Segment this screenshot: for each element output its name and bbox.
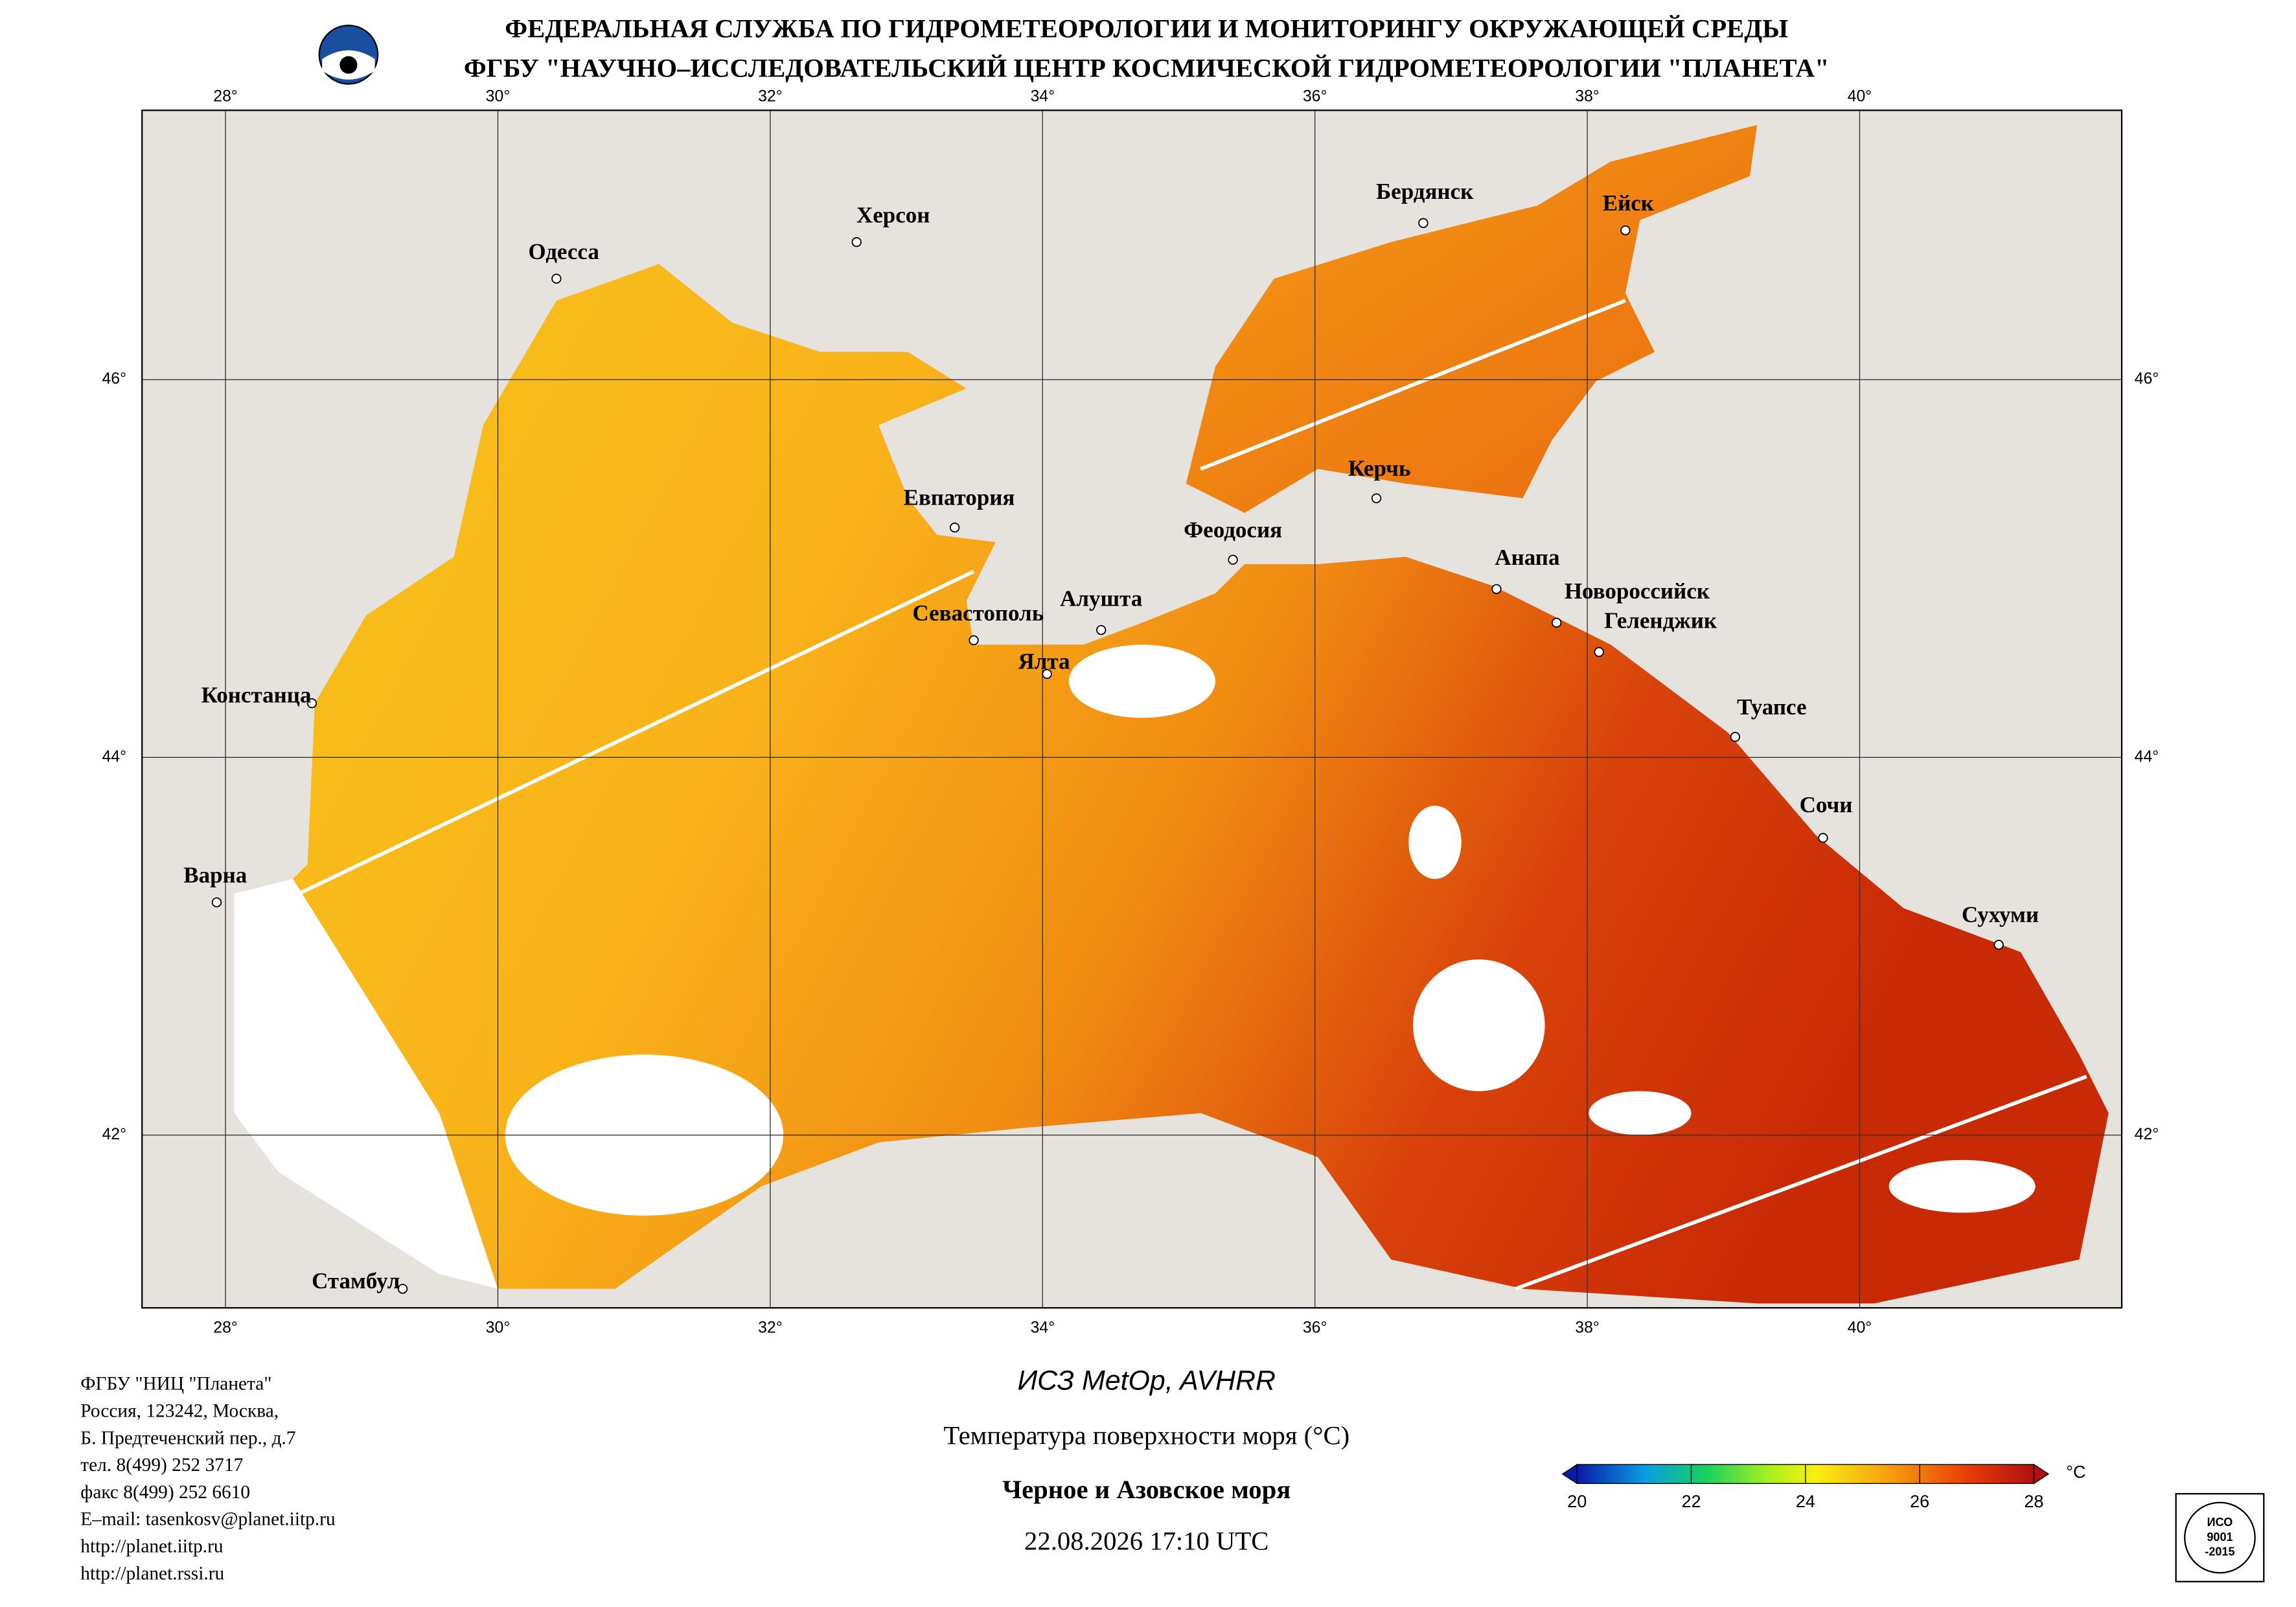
clouds — [505, 644, 2036, 1216]
city-label: Севастополь — [912, 600, 1044, 626]
city-label: Сухуми — [1962, 902, 2039, 928]
city-dot — [1818, 832, 1828, 843]
lon-label: 34° — [1030, 87, 1055, 106]
lon-label: 30° — [486, 87, 511, 106]
city-dot — [949, 522, 960, 533]
lat-label: 44° — [2135, 747, 2159, 766]
lat-label: 42° — [102, 1125, 126, 1143]
city-dot — [1993, 939, 2004, 950]
lon-label: 32° — [758, 1318, 783, 1336]
no-data — [234, 878, 498, 1289]
city-label: Новороссийск — [1565, 578, 1710, 604]
colorbar-label: 20 — [1567, 1491, 1587, 1511]
address-line: Б. Предтеченский пер., д.7 — [80, 1428, 295, 1448]
address-line: http://planet.rssi.ru — [80, 1563, 224, 1584]
city-dot — [1096, 624, 1107, 635]
city-label: Варна — [183, 863, 247, 888]
satellite: ИСЗ MetOp, AVHRR — [1017, 1365, 1276, 1396]
iso-text: ИСО — [2207, 1516, 2233, 1529]
lon-label: 38° — [1575, 87, 1600, 106]
city-label: Одесса — [528, 239, 599, 264]
colorbar-label: 26 — [1910, 1491, 1929, 1511]
address-line: ФГБУ "НИЦ "Планета" — [80, 1374, 271, 1395]
city-label: Ялта — [1018, 649, 1070, 674]
lat-label: 46° — [102, 370, 126, 388]
lon-label: 36° — [1303, 87, 1327, 106]
lon-label: 40° — [1848, 1318, 1872, 1336]
colorbar-label: 24 — [1796, 1491, 1815, 1511]
city-label: Керчь — [1348, 455, 1410, 481]
map-area — [142, 110, 2122, 1308]
lat-label: 44° — [102, 747, 126, 766]
datetime: 22.08.2026 17:10 UTC — [1024, 1526, 1269, 1555]
address-line: тел. 8(499) 252 3717 — [80, 1455, 243, 1476]
address-line: http://planet.iitp.ru — [80, 1536, 224, 1557]
city-dot — [397, 1284, 408, 1294]
address-line: факс 8(499) 252 6610 — [80, 1482, 250, 1503]
city-label: Херсон — [856, 202, 930, 227]
swath-gap — [292, 299, 2087, 1291]
black-sea — [293, 264, 2109, 1304]
city-dot — [211, 897, 222, 907]
city-label: Евпатория — [903, 485, 1015, 510]
city-dot — [1371, 493, 1382, 503]
product: Температура поверхности моря (°C) — [943, 1421, 1349, 1450]
city-label: Алушта — [1060, 586, 1142, 611]
city-label: Ейск — [1603, 190, 1655, 216]
colorbar-unit: °C — [2066, 1462, 2085, 1482]
lon-label: 30° — [486, 1318, 511, 1336]
colorbar-arrow — [1561, 1463, 1578, 1485]
city-dot — [969, 635, 979, 646]
lon-label: 36° — [1303, 1318, 1327, 1336]
lon-label: 28° — [213, 1318, 238, 1336]
lon-label: 34° — [1030, 1318, 1055, 1336]
lon-label: 32° — [758, 87, 783, 106]
lon-label: 28° — [213, 87, 238, 106]
city-label: Анапа — [1495, 545, 1559, 570]
iso-text: 9001 — [2207, 1531, 2233, 1544]
city-dot — [1418, 218, 1429, 229]
lon-label: 40° — [1848, 87, 1872, 106]
city-label: Констанца — [201, 683, 312, 708]
address-line: Россия, 123242, Москва, — [80, 1400, 279, 1421]
lat-label: 46° — [2135, 370, 2159, 388]
colorbar-label: 22 — [1681, 1491, 1701, 1511]
city-dot — [1551, 617, 1562, 628]
city-dot — [1730, 731, 1741, 742]
header-line: ФЕДЕРАЛЬНАЯ СЛУЖБА ПО ГИДРОМЕТЕОРОЛОГИИ … — [505, 14, 1788, 43]
city-label: Стамбул — [312, 1268, 400, 1294]
city-dot — [306, 698, 317, 709]
lat-label: 42° — [2135, 1125, 2159, 1143]
city-dot — [1491, 584, 1502, 595]
map-frame — [141, 109, 2123, 1309]
address-line: E–mail: tasenkosv@planet.iitp.ru — [80, 1509, 336, 1530]
sea-of-azov — [1186, 124, 1758, 513]
city-label: Сочи — [1800, 792, 1853, 817]
city-dot — [1042, 668, 1052, 679]
logo — [318, 25, 379, 85]
region: Черное и Азовское моря — [1002, 1475, 1291, 1504]
header-line: ФГБУ "НАУЧНО–ИССЛЕДОВАТЕЛЬСКИЙ ЦЕНТР КОС… — [464, 54, 1830, 83]
city-dot — [851, 237, 862, 247]
iso-text: -2015 — [2205, 1545, 2234, 1558]
iso-stamp — [2175, 1493, 2265, 1582]
city-label: Геленджик — [1604, 608, 1717, 633]
city-dot — [551, 273, 562, 284]
city-label: Бердянск — [1376, 179, 1474, 204]
city-dot — [1594, 646, 1604, 657]
city-dot — [1228, 554, 1238, 565]
city-label: Феодосия — [1184, 517, 1282, 542]
lon-label: 38° — [1575, 1318, 1600, 1336]
city-dot — [1620, 225, 1631, 236]
city-label: Туапсе — [1737, 694, 1806, 720]
colorbar-label: 28 — [2024, 1491, 2043, 1511]
colorbar-arrow — [2033, 1463, 2050, 1485]
